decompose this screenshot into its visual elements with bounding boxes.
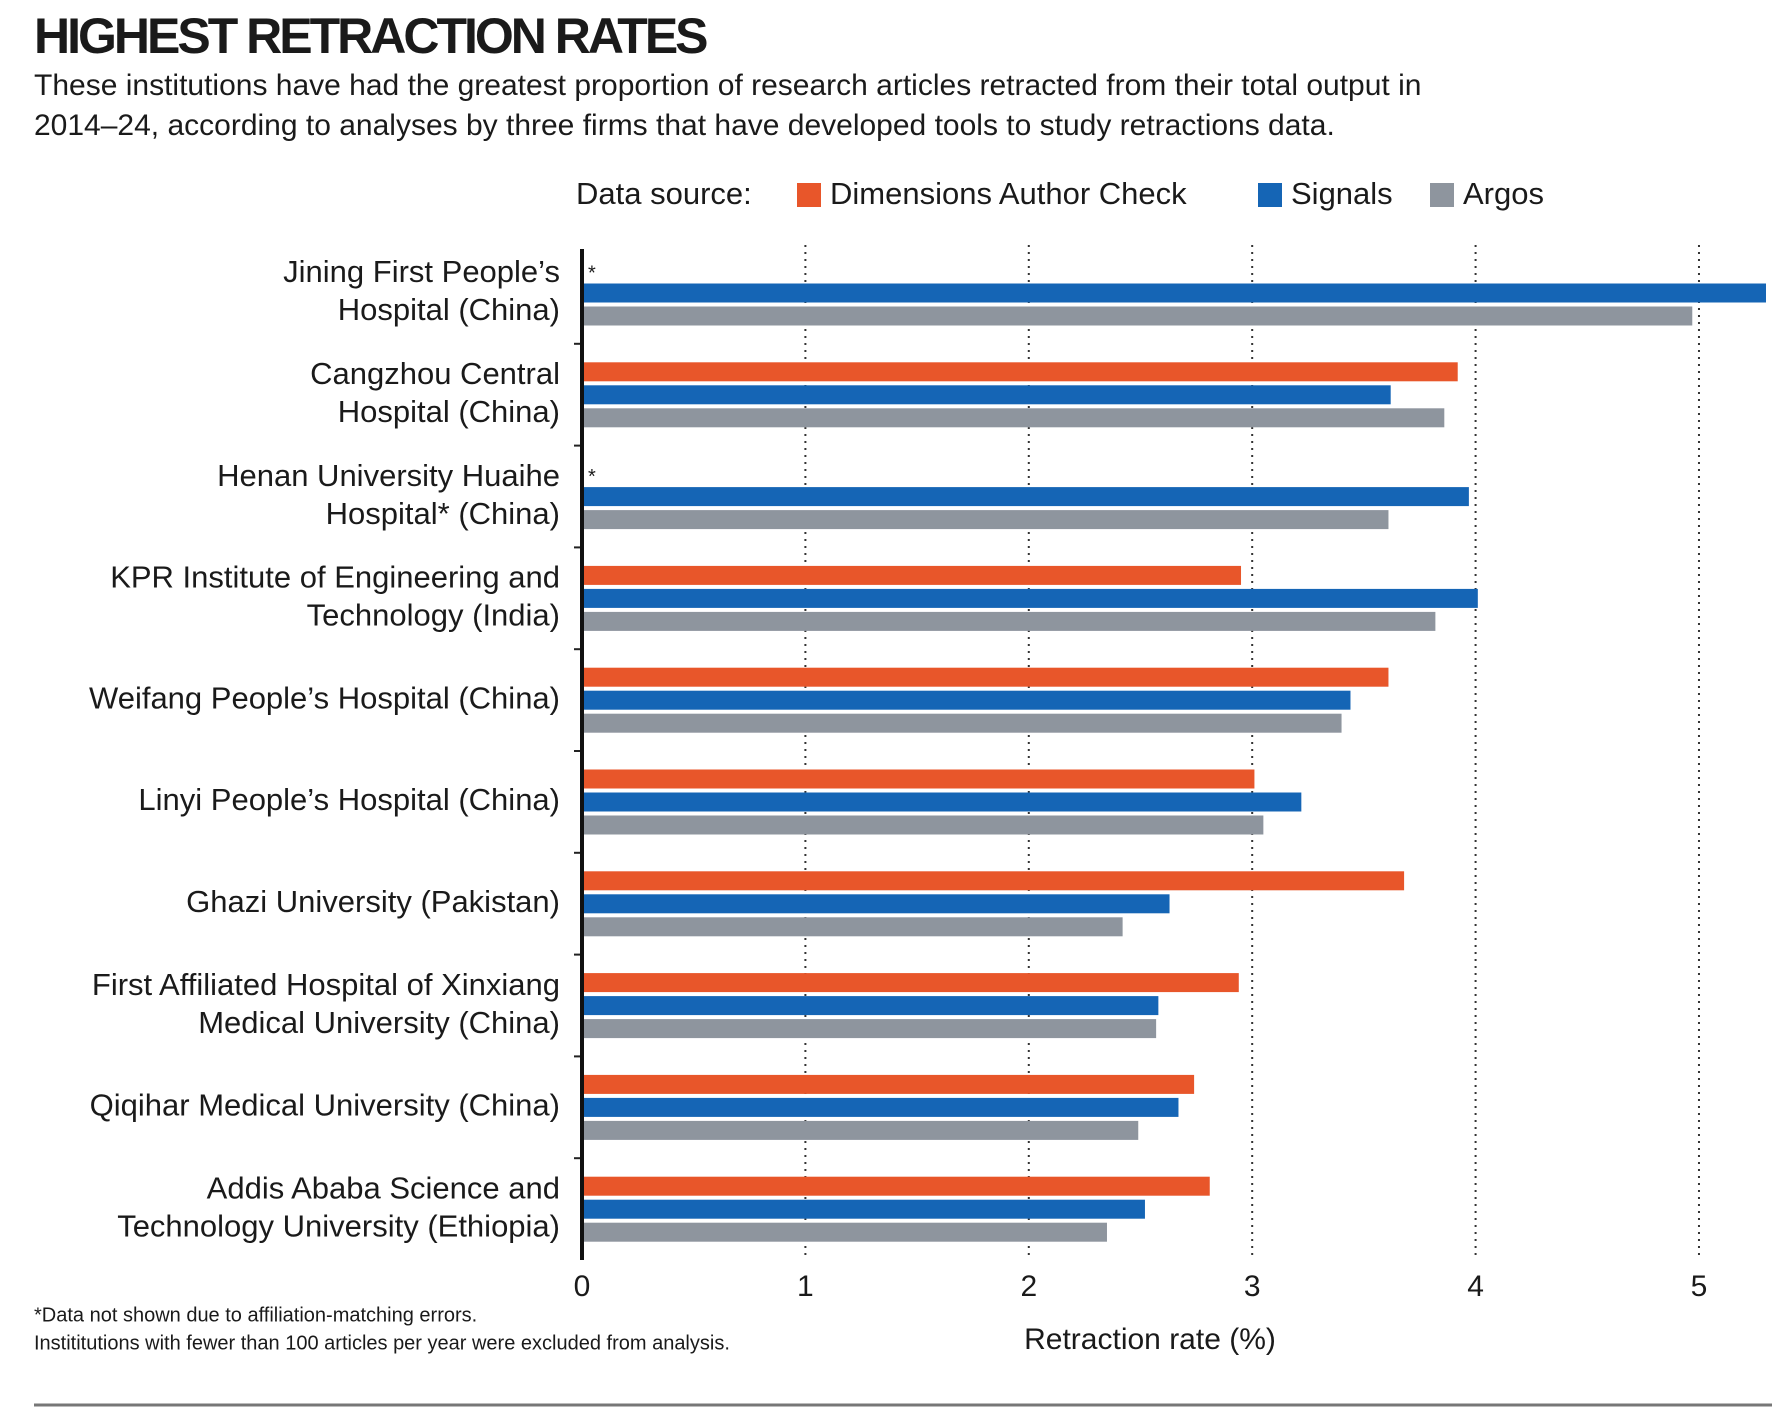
category-label: Weifang People’s Hospital (China) <box>89 680 560 715</box>
bar <box>582 283 1766 303</box>
category-label: Ghazi University (Pakistan) <box>186 884 560 919</box>
subtitle: These institutions have had the greatest… <box>34 69 1421 102</box>
bar <box>582 611 1436 631</box>
category-label: Linyi People’s Hospital (China) <box>138 782 560 817</box>
category-label: Qiqihar Medical University (China) <box>90 1088 560 1123</box>
bar <box>582 306 1693 326</box>
category-label: First Affiliated Hospital of Xinxiang <box>92 967 560 1002</box>
bar <box>582 1120 1139 1140</box>
legend-swatch <box>797 183 821 207</box>
category-label: Cangzhou Central <box>310 356 560 391</box>
null-marker: * <box>588 262 596 284</box>
bar <box>582 996 1159 1016</box>
category-label: Jining First People’s <box>283 254 560 289</box>
bar <box>582 1097 1179 1117</box>
bar <box>582 667 1389 687</box>
legend-swatch <box>1430 183 1454 207</box>
bar <box>582 1176 1210 1196</box>
bar <box>582 690 1351 710</box>
bar <box>582 894 1170 914</box>
bar <box>582 408 1445 428</box>
legend-label: Signals <box>1291 176 1393 211</box>
x-tick-label: 4 <box>1467 1270 1484 1303</box>
bar <box>582 565 1242 585</box>
x-tick-label: 2 <box>1020 1270 1037 1303</box>
category-label: Medical University (China) <box>198 1005 560 1040</box>
legend-label: Dimensions Author Check <box>830 176 1187 211</box>
bar <box>582 1199 1145 1219</box>
bar <box>582 385 1391 405</box>
x-tick-label: 3 <box>1244 1270 1261 1303</box>
bar <box>582 769 1255 789</box>
category-label: Hospital (China) <box>338 292 560 327</box>
subtitle: 2014–24, according to analyses by three … <box>34 109 1335 142</box>
bar <box>582 487 1469 507</box>
bar <box>582 871 1405 891</box>
x-tick-label: 5 <box>1691 1270 1708 1303</box>
x-tick-label: 0 <box>574 1270 591 1303</box>
bar <box>582 815 1264 835</box>
bar <box>582 362 1458 382</box>
category-label: KPR Institute of Engineering and <box>110 560 560 595</box>
legend-label: Argos <box>1463 176 1544 211</box>
legend-title: Data source: <box>576 176 752 211</box>
chart-title: HIGHEST RETRACTION RATES <box>34 8 707 64</box>
null-marker: * <box>588 466 596 488</box>
bar <box>582 1074 1195 1094</box>
bar <box>582 1222 1107 1242</box>
legend-swatch <box>1258 183 1282 207</box>
bar <box>582 792 1302 812</box>
category-label: Hospital* (China) <box>326 496 560 531</box>
x-tick-label: 1 <box>797 1270 814 1303</box>
bar <box>582 973 1239 993</box>
category-label: Technology (India) <box>307 598 560 633</box>
category-label: Technology University (Ethiopia) <box>117 1208 560 1243</box>
category-label: Hospital (China) <box>338 394 560 429</box>
category-label: Addis Ababa Science and <box>207 1170 560 1205</box>
bar <box>582 1019 1157 1039</box>
footnote: Instititutions with fewer than 100 artic… <box>34 1332 730 1354</box>
bar <box>582 510 1389 530</box>
x-axis-label: Retraction rate (%) <box>1024 1323 1276 1356</box>
bar <box>582 917 1123 937</box>
bar <box>582 713 1342 733</box>
category-label: Henan University Huaihe <box>217 458 560 493</box>
footnote: *Data not shown due to affiliation-match… <box>34 1304 477 1326</box>
bar <box>582 588 1478 608</box>
